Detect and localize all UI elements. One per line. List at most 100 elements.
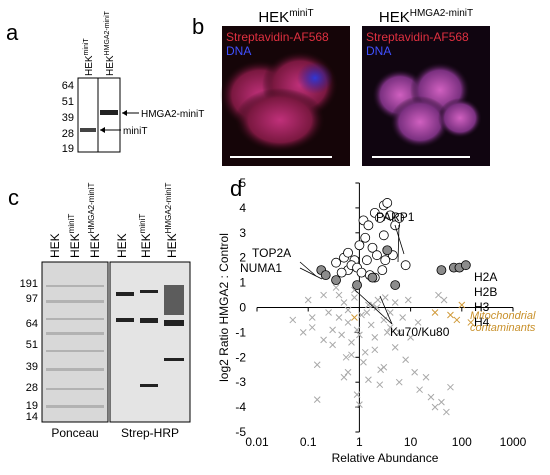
- cell: [390, 96, 450, 148]
- cell: [438, 98, 482, 138]
- annotation: TOP2A: [252, 246, 291, 260]
- x-tick-label: 1: [356, 435, 363, 449]
- lane-label: HEKminiT: [138, 214, 153, 258]
- point: [376, 381, 384, 389]
- marker-label: 64: [62, 80, 74, 92]
- point: [304, 296, 312, 304]
- point: [358, 311, 365, 319]
- x-tick-label: 0.1: [300, 435, 317, 449]
- leader-line: [379, 295, 393, 325]
- point: [325, 309, 332, 316]
- point: [435, 291, 442, 299]
- hrp-bands: [116, 285, 184, 387]
- point: [329, 326, 336, 334]
- x-tick-label: 0.01: [245, 435, 269, 449]
- annotation: H2B: [474, 285, 497, 299]
- point: [440, 296, 448, 304]
- marker-label: 39: [62, 112, 74, 124]
- point: [340, 299, 348, 306]
- blot-label: Ponceau: [51, 426, 98, 440]
- leader-line: [299, 267, 323, 280]
- lane-label: HEKHMGA2-miniT: [164, 183, 179, 258]
- point: [391, 343, 399, 351]
- point: [344, 306, 352, 314]
- marker-label: 19: [26, 400, 38, 412]
- point: [331, 257, 341, 268]
- point: [453, 316, 461, 324]
- point: [308, 314, 316, 321]
- y-tick-label: -5: [235, 425, 246, 439]
- leader-line: [354, 289, 393, 325]
- y-axis-label: log2 Ratio HMGA2 : Control: [217, 233, 231, 382]
- y-tick-label: 4: [239, 201, 246, 215]
- point: [344, 319, 352, 326]
- point: [386, 324, 394, 331]
- x-tick-label: 100: [452, 435, 472, 449]
- panel-a: a 64 51 39 28 19 HEKminiT HEKHMGA2-miniT…: [6, 10, 204, 155]
- marker-label: 51: [62, 96, 74, 108]
- point: [352, 280, 362, 290]
- image-title: HEKHMGA2-miniT: [379, 8, 473, 26]
- blot: [41, 261, 109, 423]
- x-axis-label: Relative Abundance: [332, 451, 439, 465]
- marker-label: 28: [26, 382, 38, 394]
- point: [438, 398, 445, 406]
- point: [332, 284, 340, 291]
- leader-line: [394, 224, 405, 255]
- point: [356, 331, 363, 339]
- y-tick-label: -4: [235, 400, 246, 414]
- x-tick-label: 10: [404, 435, 418, 449]
- point: [308, 324, 316, 331]
- point: [367, 272, 378, 283]
- nucleus: [297, 62, 333, 94]
- panel-c: c 191 97 64 51 39 28 19 14 HEK HEKminiTHE…: [8, 183, 191, 440]
- point: [374, 212, 385, 223]
- panel-label: c: [8, 185, 19, 210]
- lane-label: HEKminiT: [83, 38, 95, 76]
- y-tick-label: -3: [235, 375, 246, 389]
- point: [356, 401, 363, 408]
- point: [360, 358, 367, 366]
- point: [431, 309, 439, 316]
- point: [320, 270, 331, 281]
- point: [320, 336, 327, 344]
- point: [335, 291, 343, 299]
- point: [373, 304, 381, 311]
- point: [399, 314, 407, 321]
- point: [382, 198, 393, 208]
- marker-label: 28: [62, 128, 74, 140]
- image-title: HEKminiT: [258, 8, 313, 26]
- point: [353, 391, 361, 399]
- point: [407, 334, 414, 341]
- cell: [235, 88, 325, 152]
- panel-label: d: [230, 176, 242, 201]
- point: [351, 314, 358, 321]
- lane-label: HEKminiT: [67, 214, 82, 258]
- point: [329, 341, 336, 349]
- point: [363, 220, 374, 231]
- point: [340, 373, 348, 381]
- point: [402, 356, 409, 364]
- point: [348, 339, 355, 346]
- point: [383, 329, 391, 336]
- leader-line: [397, 224, 400, 263]
- point: [385, 210, 396, 221]
- point: [394, 212, 405, 223]
- y-tick-label: 2: [239, 251, 246, 265]
- point: [371, 334, 379, 341]
- point: [380, 363, 388, 371]
- point: [371, 346, 379, 354]
- ponceau-bands: [46, 285, 104, 408]
- point: [361, 255, 372, 266]
- point: [365, 376, 372, 384]
- point: [342, 353, 350, 361]
- point: [380, 255, 391, 266]
- point: [391, 299, 399, 306]
- blot: [77, 77, 99, 153]
- y-tick-label: 3: [239, 226, 246, 240]
- point: [422, 373, 430, 381]
- stain-label: DNA: [226, 44, 251, 58]
- point: [458, 301, 466, 309]
- point: [374, 296, 382, 304]
- point: [343, 247, 353, 258]
